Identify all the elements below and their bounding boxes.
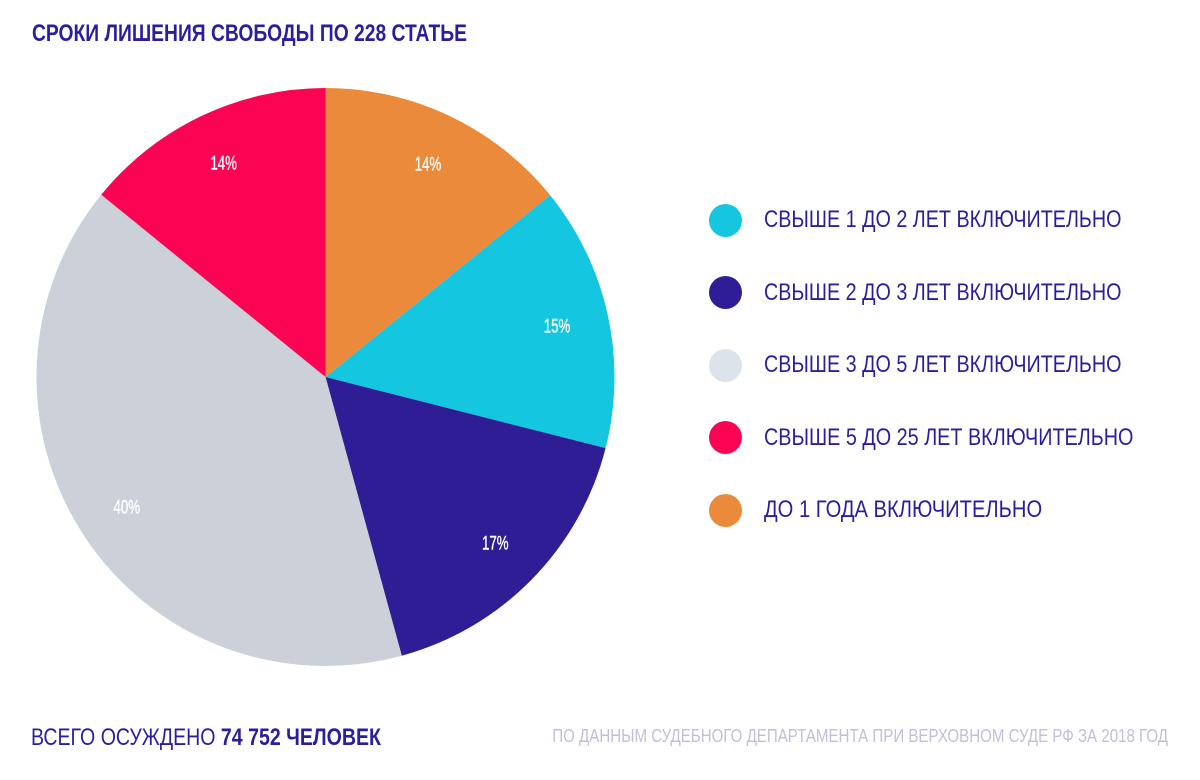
- svg-text:17%: 17%: [482, 532, 509, 554]
- svg-text:14%: 14%: [210, 152, 237, 174]
- svg-text:15%: 15%: [544, 315, 571, 337]
- svg-text:40%: 40%: [114, 496, 141, 518]
- svg-text:14%: 14%: [415, 153, 442, 175]
